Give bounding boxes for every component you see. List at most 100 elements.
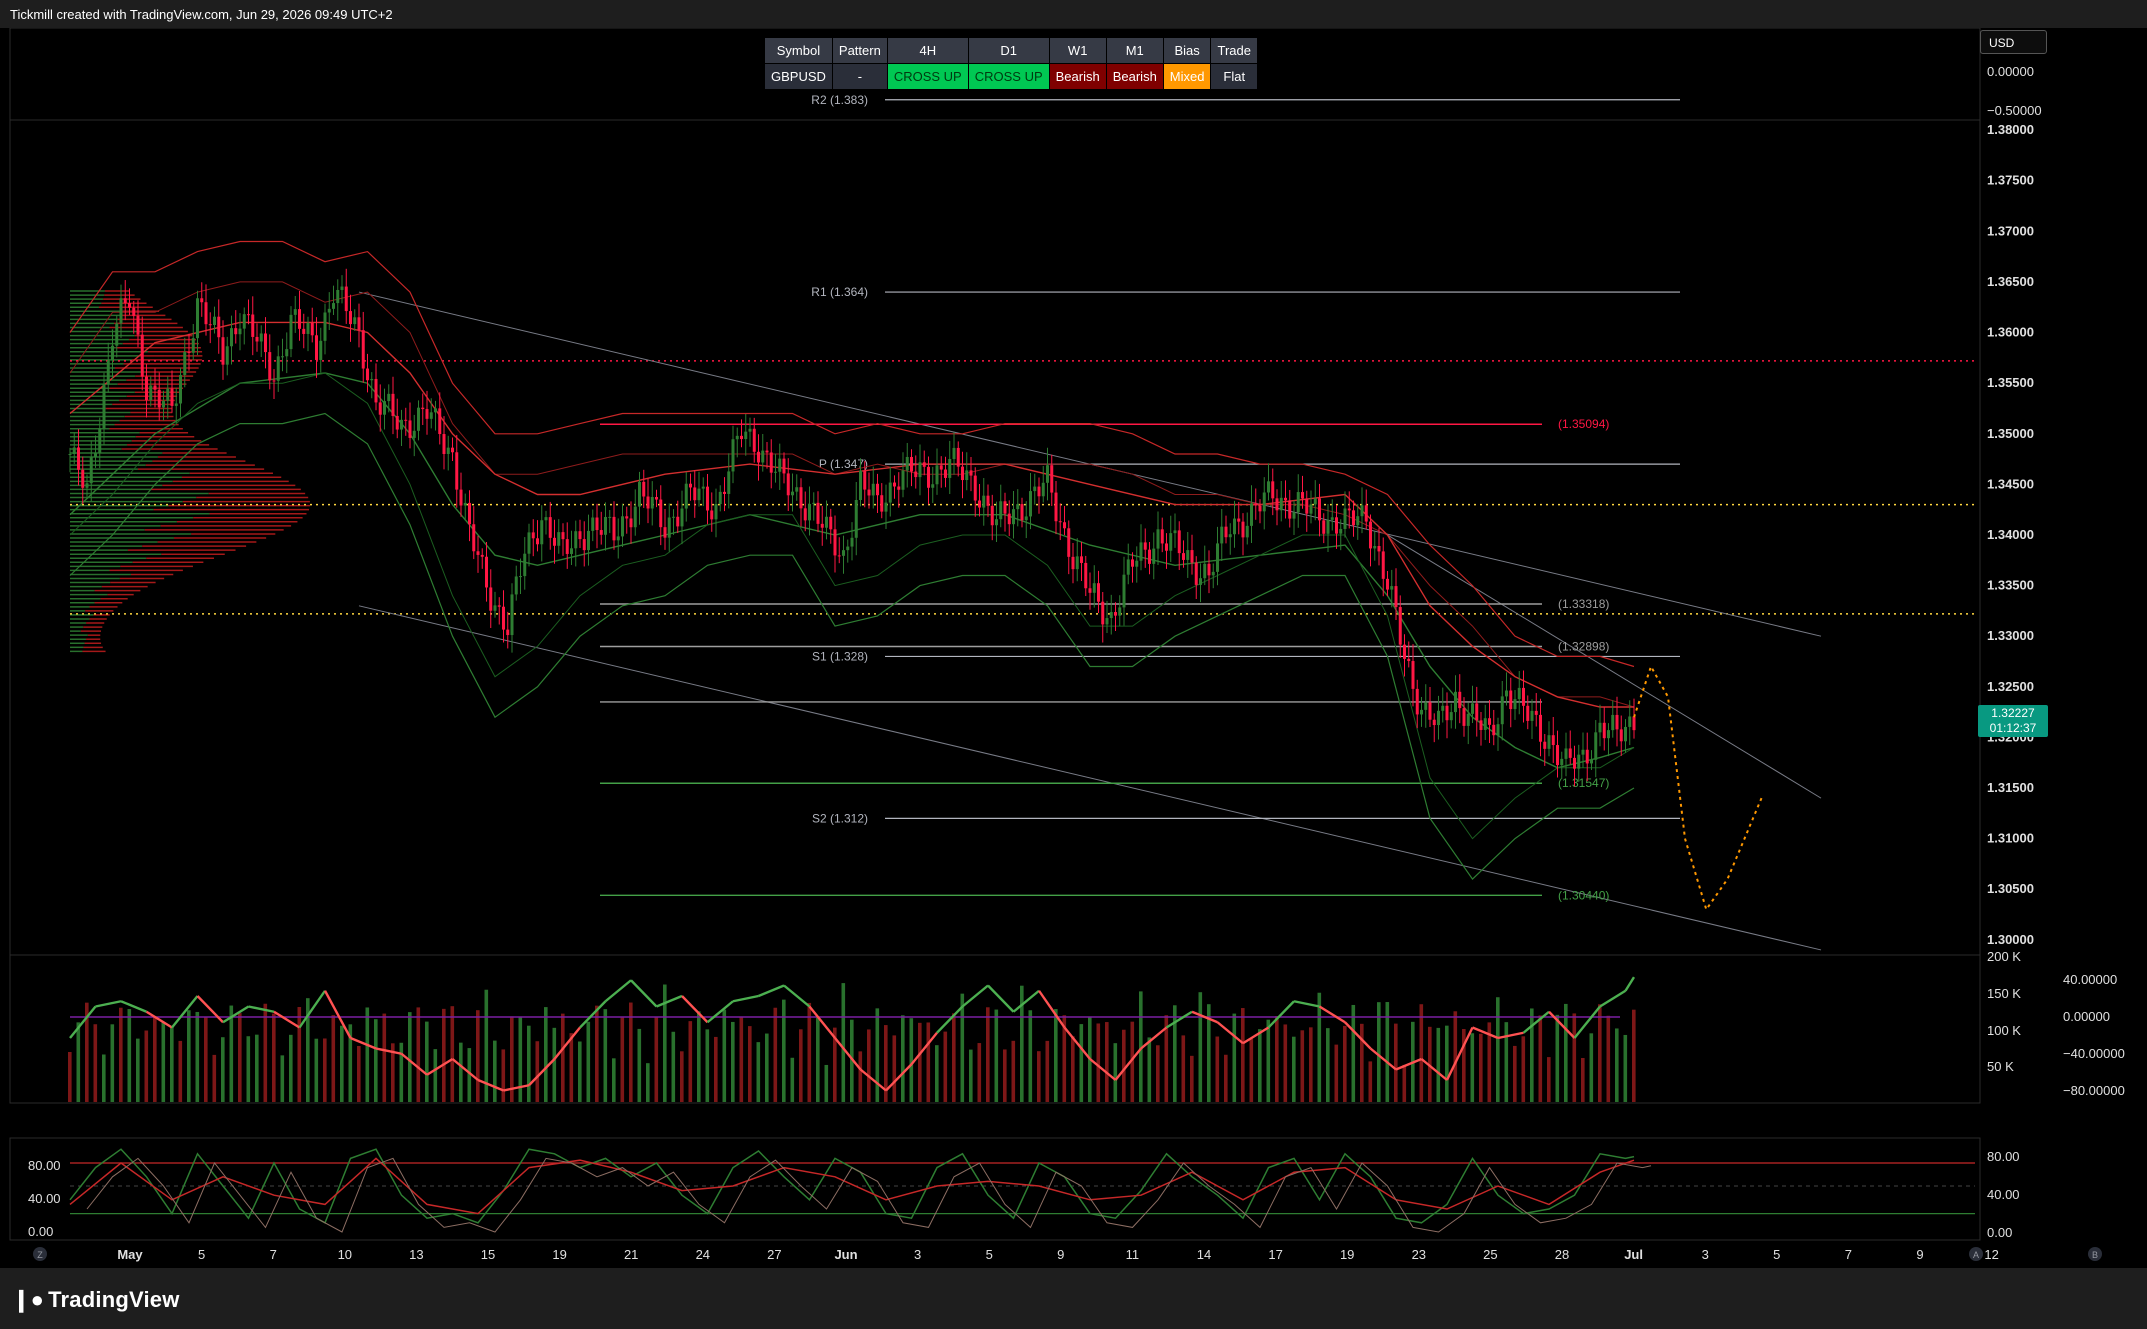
candle-body-139 (659, 499, 663, 528)
candle-body-105 (514, 576, 518, 595)
volume-bar-336 (1496, 997, 1500, 1102)
candle-body-89 (446, 447, 450, 454)
candle-body-14 (128, 303, 131, 308)
candle-body-36 (221, 337, 225, 365)
x-label-7: 21 (624, 1247, 638, 1262)
x-label-4: 13 (409, 1247, 423, 1262)
candle-body-285 (1279, 497, 1283, 511)
candle-body-294 (1318, 498, 1321, 521)
candle-body-224 (1020, 504, 1024, 521)
stoch-slow-line (86, 1157, 1652, 1233)
price-tick-15: 1.37500 (1987, 173, 2034, 188)
signal-header-5: M1 (1105, 37, 1164, 64)
candle-body-11 (115, 323, 119, 346)
candle-body-316 (1411, 661, 1415, 689)
candle-body-54 (298, 309, 301, 329)
candle-body-158 (740, 435, 743, 440)
volume-bar-318 (1419, 1004, 1424, 1102)
x-label-15: 14 (1197, 1247, 1211, 1262)
volume-bar-144 (680, 1051, 684, 1102)
volume-bar-48 (272, 1013, 276, 1102)
candle-body-333 (1483, 718, 1487, 730)
volume-bar-164 (765, 1033, 769, 1102)
volume-bar-80 (408, 1012, 412, 1102)
candle-body-361 (1602, 722, 1606, 739)
momentum-seg-30 (808, 1005, 836, 1039)
vol-tick-0: 200 K (1987, 949, 2021, 964)
candle-body-98 (485, 556, 488, 588)
candle-body-298 (1335, 517, 1338, 534)
candle-body-271 (1220, 526, 1224, 544)
candle-body-116 (561, 532, 565, 540)
candle-body-88 (442, 434, 446, 454)
momentum-seg-62 (1624, 976, 1636, 992)
signal-cell-3: CROSS UP (967, 63, 1050, 90)
candle-body-48 (272, 380, 276, 382)
volume-bar-38 (229, 1005, 234, 1102)
volume-bar-306 (1368, 1061, 1373, 1102)
candle-body-165 (769, 452, 773, 473)
volume-bar-278 (1249, 1038, 1254, 1102)
momentum-seg-34 (910, 1031, 938, 1066)
volume-bar-248 (1122, 1029, 1126, 1102)
chart-credit: Tickmill created with TradingView.com, J… (10, 7, 393, 22)
candle-body-334 (1488, 718, 1491, 725)
volume-bar-276 (1241, 1008, 1245, 1102)
candle-body-147 (693, 487, 697, 501)
brand-name: TradingView (48, 1287, 180, 1312)
candle-body-23 (166, 388, 170, 401)
candle-body-134 (638, 481, 641, 507)
candle-body-71 (370, 378, 374, 381)
top-bar: Tickmill created with TradingView.com, J… (0, 0, 2147, 28)
candle-body-38 (230, 328, 233, 347)
candle-body-259 (1169, 533, 1173, 551)
volume-bar-182 (841, 983, 846, 1102)
candle-body-350 (1556, 745, 1559, 766)
candle-body-179 (829, 516, 833, 530)
candle-body-313 (1398, 607, 1402, 645)
footer-bar: ❙● TradingView (0, 1268, 2147, 1329)
candle-body-341 (1517, 687, 1521, 700)
candle-body-289 (1296, 492, 1300, 513)
candle-body-222 (1012, 509, 1015, 525)
candle-body-324 (1445, 705, 1449, 721)
candle-body-327 (1458, 691, 1462, 709)
candle-body-32 (204, 302, 208, 325)
candle-body-220 (1003, 501, 1007, 514)
volume-bar-288 (1292, 1036, 1296, 1102)
candle-body-3 (81, 469, 85, 488)
candle-body-228 (1037, 486, 1041, 497)
volume-bar-56 (306, 998, 310, 1102)
candle-body-125 (599, 530, 603, 535)
candle-body-192 (884, 502, 888, 512)
volume-bar-60 (323, 1038, 327, 1102)
candle-body-2 (77, 447, 80, 470)
momentum-seg-41 (1089, 1058, 1117, 1081)
volume-bar-366 (1623, 1034, 1628, 1102)
volume-bar-12 (119, 1007, 123, 1102)
band-red-inner (69, 281, 1635, 708)
candle-body-170 (791, 491, 794, 496)
signal-header-7: Trade (1210, 37, 1258, 64)
momentum-seg-60 (1573, 1005, 1601, 1039)
candle-body-102 (502, 606, 505, 630)
currency-selector[interactable]: USD (1980, 30, 2047, 54)
price-tick-1: 1.30500 (1987, 881, 2034, 896)
tradingview-logo[interactable]: ❙● TradingView (12, 1287, 180, 1313)
stoch-d-line (69, 1157, 1635, 1215)
volume-bar-232 (1054, 1009, 1058, 1102)
volume-bar-148 (697, 1011, 701, 1102)
momentum-seg-36 (961, 984, 989, 1008)
volume-bar-30 (195, 1011, 200, 1102)
x-label-24: 7 (1845, 1247, 1852, 1262)
volume-bar-108 (527, 1025, 531, 1102)
volume-bar-258 (1164, 1015, 1169, 1102)
chart-canvas[interactable]: 1.300001.305001.310001.315001.320001.325… (0, 0, 2147, 1268)
candle-body-120 (578, 531, 582, 540)
volume-bar-214 (977, 1043, 982, 1102)
candle-body-82 (417, 407, 420, 431)
last-price: 1.32227 (1991, 706, 2035, 720)
candle-body-297 (1330, 517, 1334, 520)
volume-bar-340 (1513, 1045, 1517, 1102)
candle-body-330 (1471, 703, 1474, 714)
